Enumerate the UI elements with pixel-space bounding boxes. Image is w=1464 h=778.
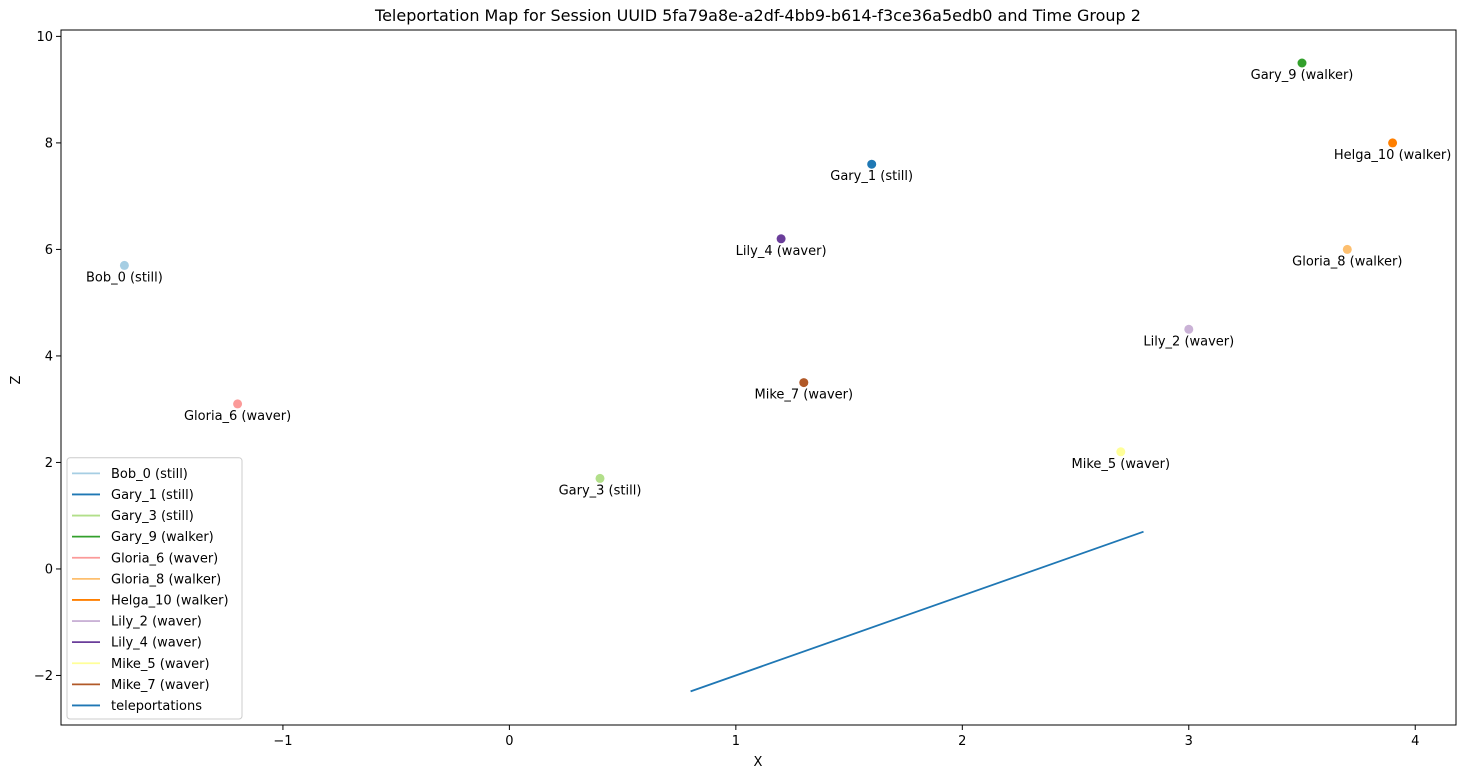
legend-label: Lily_2 (waver) (111, 615, 202, 630)
legend-label: teleportations (111, 699, 202, 714)
legend-label: Gloria_8 (walker) (111, 572, 221, 587)
y-tick-label: 2 (45, 456, 53, 471)
point-label: Mike_7 (waver) (755, 388, 854, 403)
point-label: Bob_0 (still) (86, 270, 163, 285)
point-labels: Bob_0 (still) Gary_1 (still) Gary_3 (still… (86, 68, 1451, 498)
point-label: Gloria_6 (waver) (184, 409, 291, 424)
point-label: Mike_5 (waver) (1072, 457, 1171, 472)
legend-label: Gloria_6 (waver) (111, 551, 218, 566)
point-label: Lily_2 (waver) (1143, 334, 1234, 349)
legend-label: Gary_3 (still) (111, 509, 194, 524)
x-tick-label: 3 (1185, 734, 1193, 749)
point-label: Lily_4 (waver) (736, 244, 827, 259)
x-axis-label: X (754, 755, 763, 770)
data-point (1388, 138, 1398, 148)
lines-layer (690, 530, 1144, 693)
x-tick-label: 0 (505, 734, 513, 749)
x-tick-label: −1 (273, 734, 292, 749)
data-point (1297, 58, 1307, 68)
x-axis-ticks: −1 0 1 2 3 4 (273, 725, 1419, 749)
y-tick-label: 0 (45, 562, 53, 577)
data-point (119, 260, 129, 270)
legend-label: Bob_0 (still) (111, 467, 188, 482)
y-tick-label: 10 (36, 30, 53, 45)
point-label: Gloria_8 (walker) (1292, 254, 1402, 269)
legend-label: Mike_5 (waver) (111, 657, 210, 672)
data-point (867, 159, 877, 169)
legend-label: Helga_10 (walker) (111, 593, 229, 608)
legend-label: Gary_1 (still) (111, 488, 194, 503)
point-label: Helga_10 (walker) (1334, 148, 1452, 163)
y-tick-label: 4 (45, 349, 53, 364)
x-tick-label: 2 (958, 734, 966, 749)
x-tick-label: 1 (732, 734, 740, 749)
x-tick-label: 4 (1411, 734, 1419, 749)
y-tick-label: 8 (45, 136, 53, 151)
data-point (1342, 244, 1352, 254)
point-label: Gary_9 (walker) (1251, 68, 1354, 83)
legend: Bob_0 (still) Gary_1 (still) Gary_3 (still… (66, 457, 243, 720)
legend-label: Gary_9 (walker) (111, 530, 214, 545)
data-point (1116, 447, 1126, 457)
data-point (799, 378, 809, 388)
points-layer (119, 58, 1398, 483)
y-tick-label: −2 (34, 669, 53, 684)
y-tick-label: 6 (45, 243, 53, 258)
plot-area (60, 29, 1457, 726)
legend-label: Lily_4 (waver) (111, 636, 202, 651)
y-axis-ticks: −2 0 2 4 6 8 10 (34, 30, 61, 684)
data-point (1184, 324, 1194, 334)
data-point (233, 399, 243, 409)
legend-box (66, 457, 243, 720)
point-label: Gary_3 (still) (559, 483, 642, 498)
data-point (595, 473, 605, 483)
legend-label: Mike_7 (waver) (111, 678, 210, 693)
teleportation-line (690, 530, 1144, 693)
y-axis-label: Z (9, 375, 24, 384)
point-label: Gary_1 (still) (830, 169, 913, 184)
data-point (776, 234, 786, 244)
chart-title: Teleportation Map for Session UUID 5fa79… (375, 6, 1141, 25)
